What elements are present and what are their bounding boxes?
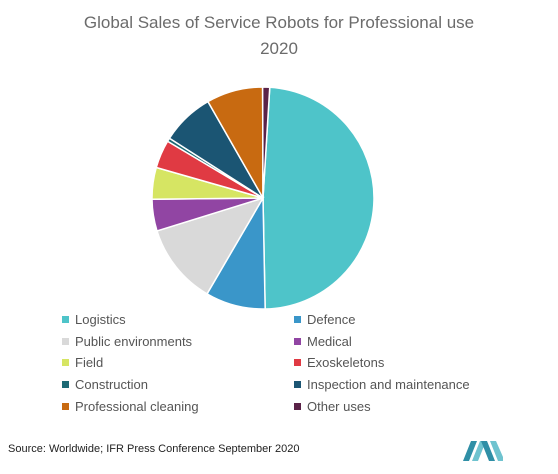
legend-label: Defence [307,312,356,327]
legend-item-inspection-and-maintenance: Inspection and maintenance [294,377,470,392]
legend-label: Field [75,355,104,371]
legend-label: Exoskeletons [307,355,385,371]
pie-slice-public-environments [156,196,265,295]
pie-slice-logistics [262,86,375,310]
legend-label: Other uses [307,398,371,414]
chart-title: Global Sales of Service Robots for Profe… [0,10,558,62]
legend-swatch [294,402,301,410]
legend-label: Medical [307,333,352,349]
legend-label: Public environments [75,333,193,349]
chart-title-main: Global Sales of Service Robots for Profe… [83,13,475,32]
legend-item-logistics: Logistics [62,312,126,327]
legend-label: Logistics [75,312,126,327]
legend-item-construction: Construction [62,377,148,392]
brand-logo-icon [463,441,503,461]
legend-item-defence: Defence [294,312,355,327]
legend-swatch [62,381,69,389]
legend-item-other-uses: Other uses [294,399,371,414]
source-note: Source: Worldwide; IFR Press Conference … [8,443,300,455]
legend-swatch [294,316,301,323]
legend-swatch [62,337,69,345]
legend-swatch [294,337,301,345]
legend-swatch [62,402,69,410]
legend-label: Professional cleaning [75,398,199,414]
legend-label: Construction [75,377,148,393]
legend-item-exoskeletons: Exoskeletons [294,355,384,370]
legend-swatch [294,359,301,367]
legend-item-medical: Medical [294,334,352,349]
legend-item-public-environments: Public environments [62,334,192,349]
legend-swatch [62,316,69,323]
chart-subtitle: 2020 [260,39,298,58]
legend-item-professional-cleaning: Professional cleaning [62,399,199,414]
legend-swatch [62,359,69,367]
pie-slice-other-uses [261,86,271,199]
legend-label: Inspection and maintenance [307,377,470,393]
legend-item-field: Field [62,355,103,370]
legend-swatch [294,381,301,389]
